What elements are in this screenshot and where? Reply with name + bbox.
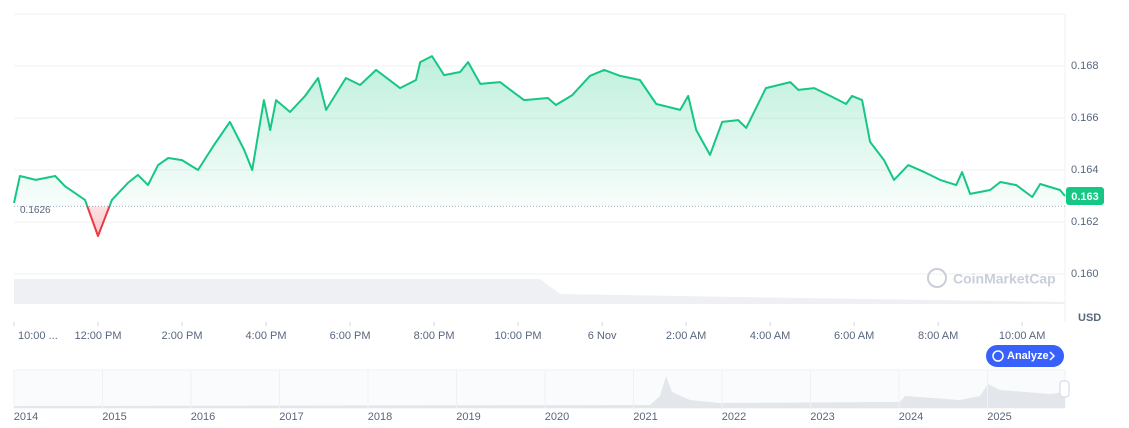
y-tick-label: 0.168 <box>1071 60 1099 72</box>
navigator-label: 2024 <box>899 411 923 423</box>
navigator-label: 2016 <box>191 411 215 423</box>
x-tick-label: 6:00 AM <box>834 330 874 342</box>
x-tick-label: 2:00 AM <box>666 330 706 342</box>
y-tick-label: 0.160 <box>1071 268 1099 280</box>
x-tick-label: 12:00 PM <box>74 330 121 342</box>
x-tick-label: 4:00 AM <box>750 330 790 342</box>
price-line <box>13 55 1066 237</box>
y-tick-label: 0.164 <box>1071 164 1099 176</box>
x-tick-label: 4:00 PM <box>246 330 287 342</box>
baseline-label: 0.1626 <box>20 205 51 216</box>
navigator-label: 2021 <box>633 411 657 423</box>
x-tick-label: 10:00 AM <box>999 330 1045 342</box>
watermark-logo <box>927 268 947 288</box>
button-bg[interactable] <box>986 345 1064 367</box>
area <box>14 56 1065 236</box>
navigator-label: 2018 <box>368 411 392 423</box>
volume-band <box>14 279 1065 304</box>
x-tick-label: 10:00 PM <box>495 330 542 342</box>
x-tick-label: 8:00 PM <box>414 330 455 342</box>
y-tick-label: 0.166 <box>1071 112 1099 124</box>
navigator-label: 2025 <box>987 411 1011 423</box>
navigator-label: 2020 <box>545 411 569 423</box>
navigator-label: 2017 <box>279 411 303 423</box>
button-icon <box>992 350 1004 362</box>
navigator-label: 2022 <box>722 411 746 423</box>
navigator-chart <box>14 376 1065 408</box>
button-label[interactable]: Analyze <box>1007 350 1049 362</box>
watermark: CoinMarketCap <box>953 271 1056 287</box>
x-tick-label: 6:00 PM <box>330 330 371 342</box>
current-price-label: 0.163 <box>1071 191 1099 203</box>
x-tick-label: 2:00 PM <box>162 330 203 342</box>
y-tick-label: 0.162 <box>1071 216 1099 228</box>
navigator-label: 2014 <box>14 411 38 423</box>
analyze-button[interactable]: Analyze <box>986 345 1064 367</box>
current-price-badge <box>1066 187 1104 205</box>
navigator-label: 2023 <box>810 411 834 423</box>
navigator-handle[interactable] <box>1059 380 1070 398</box>
y-unit: USD <box>1078 312 1101 324</box>
x-tick-label: 8:00 AM <box>918 330 958 342</box>
button-chevron <box>1049 351 1056 361</box>
navigator-label: 2019 <box>456 411 480 423</box>
x-tick-label: 10:00 ... <box>18 330 58 342</box>
x-tick-label: 6 Nov <box>588 330 617 342</box>
navigator-label: 2015 <box>102 411 126 423</box>
